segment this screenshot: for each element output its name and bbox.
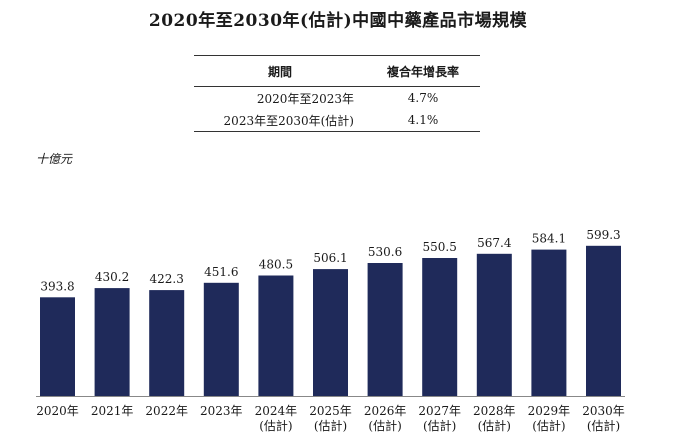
cagr-row-period: 2020年至2023年: [256, 91, 354, 106]
chart-title: 2020年至2030年(估計)中國中藥產品市場規模: [148, 11, 528, 31]
bar-value-label: 530.6: [368, 245, 402, 259]
cagr-table-header-row: 期間 複合年增長率: [194, 55, 480, 87]
x-tick-label: 2025年: [309, 404, 352, 418]
bar-value-label: 550.5: [423, 240, 457, 254]
x-tick-label: 2023年: [200, 404, 243, 418]
bar: [313, 269, 348, 396]
bar: [149, 290, 185, 396]
bar-value-label: 506.1: [313, 251, 347, 265]
x-tick-label: 2024年: [255, 404, 298, 418]
cagr-row-period: 2023年至2030年(估計): [194, 109, 366, 132]
cagr-header-period: 期間: [194, 55, 366, 87]
x-tick-sublabel: (估計): [259, 418, 292, 433]
x-tick-sublabel: (估計): [368, 418, 401, 433]
x-tick-sublabel: (估計): [532, 418, 565, 433]
bar-value-label: 584.1: [532, 232, 566, 246]
bar-value-label: 451.6: [204, 265, 238, 279]
x-tick-sublabel: (估計): [314, 418, 347, 433]
x-tick-label: 2028年: [473, 404, 516, 418]
bar: [422, 258, 458, 396]
bar: [586, 245, 621, 396]
x-tick-label: 2021年: [91, 404, 134, 418]
bar-value-label: 567.4: [477, 236, 512, 250]
cagr-table: 期間 複合年增長率 2020年至2023年 4.7% 2023年至2030年(估…: [194, 55, 480, 132]
x-tick-label: 2022年: [145, 404, 188, 418]
cagr-table-row: 2023年至2030年(估計) 4.1%: [194, 109, 480, 132]
x-tick-label: 2027年: [418, 404, 461, 418]
bar: [203, 282, 239, 396]
cagr-row-rate: 4.1%: [366, 109, 480, 132]
cagr-table-row: 2020年至2023年 4.7%: [194, 87, 480, 110]
bar: [531, 249, 567, 396]
bar-value-label: 393.8: [40, 279, 74, 293]
y-axis-unit-label: 十億元: [36, 152, 73, 166]
cagr-header-rate: 複合年增長率: [366, 55, 480, 87]
bar-value-label: 599.3: [586, 228, 620, 242]
x-tick-label: 2026年: [364, 404, 407, 418]
bar: [476, 253, 512, 396]
x-tick-sublabel: (估計): [478, 418, 511, 433]
bar: [94, 288, 130, 396]
bar-value-label: 422.3: [150, 272, 184, 286]
x-tick-sublabel: (估計): [423, 418, 456, 433]
x-tick-label: 2029年: [528, 404, 571, 418]
bar-value-label: 480.5: [259, 258, 293, 272]
x-tick-label: 2020年: [36, 404, 79, 418]
bar: [367, 263, 403, 396]
bar: [258, 275, 294, 396]
bar-value-label: 430.2: [95, 270, 129, 284]
cagr-row-rate: 4.7%: [407, 91, 439, 105]
bar: [40, 297, 75, 396]
x-tick-label: 2030年: [582, 404, 625, 418]
x-tick-sublabel: (估計): [587, 418, 620, 433]
